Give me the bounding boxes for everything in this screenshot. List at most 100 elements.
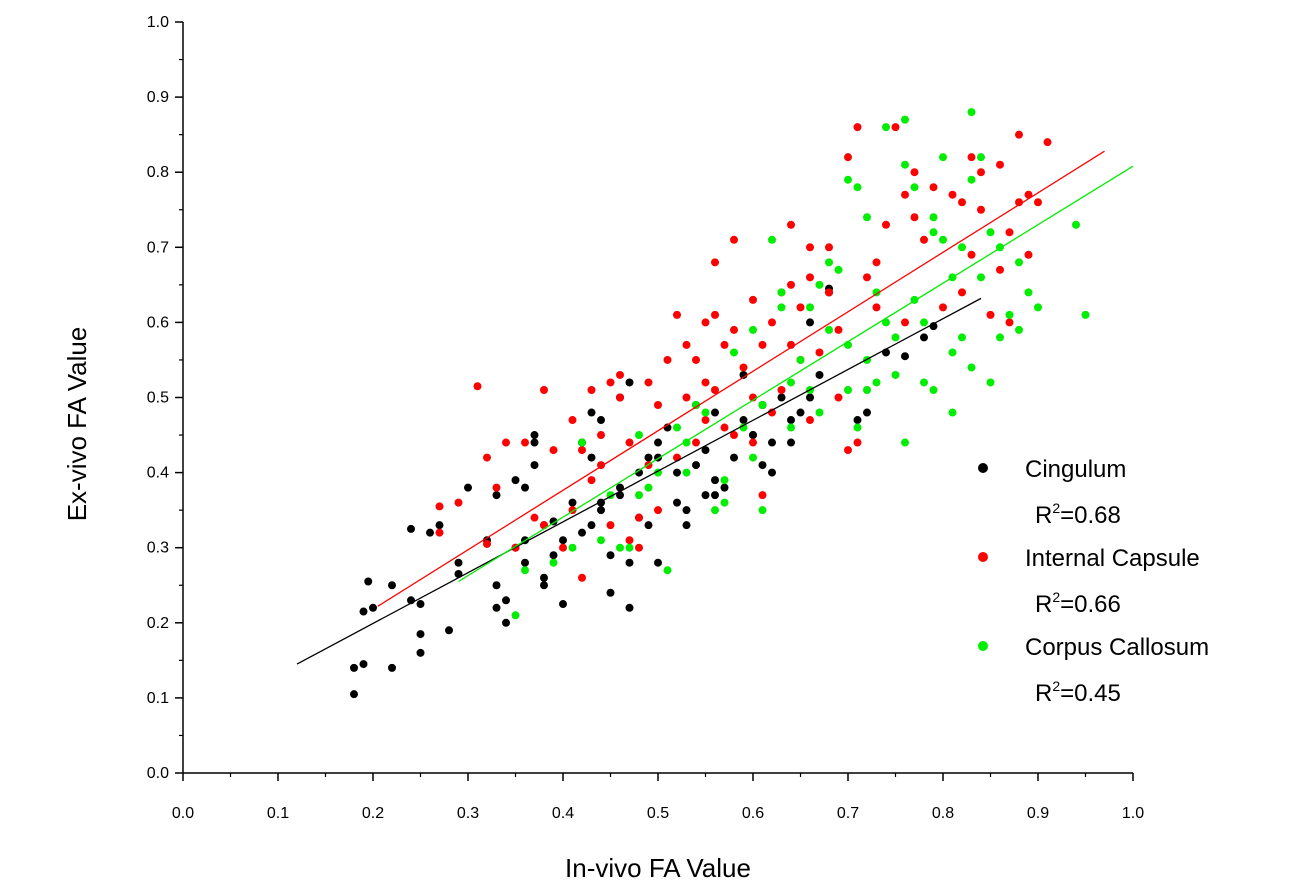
- internal-capsule-point: [435, 528, 444, 537]
- internal-capsule-point: [758, 491, 767, 500]
- internal-capsule-point: [986, 310, 995, 319]
- corpus-callosum-point: [768, 235, 776, 244]
- internal-capsule-point: [540, 521, 548, 530]
- corpus-callosum-point: [834, 265, 843, 274]
- cingulum-point: [606, 588, 615, 597]
- internal-capsule-point: [597, 431, 605, 440]
- internal-capsule-point: [492, 483, 501, 492]
- corpus-callosum-point: [958, 243, 966, 252]
- corpus-callosum-point: [692, 401, 700, 410]
- cingulum-point: [359, 660, 368, 669]
- internal-capsule-point: [701, 378, 710, 387]
- cingulum-point: [682, 521, 691, 530]
- internal-capsule-point: [948, 190, 957, 199]
- cingulum-point: [492, 581, 501, 590]
- y-tick-label: 0.7: [147, 239, 169, 256]
- cingulum-point: [625, 558, 634, 567]
- y-tick-label: 0.0: [147, 765, 169, 782]
- corpus-callosum-point: [1005, 310, 1014, 319]
- corpus-callosum-point: [796, 355, 805, 364]
- internal-capsule-point: [910, 213, 919, 222]
- x-tick-label: 0.2: [362, 805, 384, 822]
- cingulum-point: [768, 468, 776, 477]
- corpus-callosum-point: [1015, 258, 1023, 267]
- corpus-callosum-point: [521, 566, 529, 575]
- corpus-callosum-point: [635, 431, 643, 440]
- corpus-callosum-point: [568, 543, 577, 552]
- legend-label-cingulum: Cingulum: [1025, 456, 1126, 483]
- internal-capsule-point: [863, 273, 871, 282]
- cingulum-point: [777, 393, 786, 402]
- cingulum-point: [435, 521, 444, 530]
- y-tick-label: 0.2: [147, 615, 169, 632]
- internal-capsule-point: [435, 502, 444, 511]
- internal-capsule-point: [540, 385, 548, 394]
- internal-capsule-point: [654, 506, 662, 515]
- legend-marker-cingulum: [978, 463, 988, 473]
- internal-capsule-point: [606, 521, 615, 530]
- internal-capsule-point: [682, 393, 691, 402]
- corpus-callosum-point: [1034, 303, 1042, 312]
- cingulum-point: [454, 558, 463, 567]
- corpus-callosum-point: [977, 273, 985, 282]
- legend: Cingulum R2=0.68 Internal Capsule R2=0.66 Co…: [978, 456, 1209, 707]
- internal-capsule-point: [692, 355, 700, 364]
- cingulum-point: [606, 551, 615, 560]
- corpus-callosum-point: [901, 160, 909, 169]
- internal-capsule-point: [996, 265, 1004, 274]
- internal-capsule-point: [853, 123, 862, 132]
- internal-capsule-point: [711, 310, 719, 319]
- corpus-callosum-point: [986, 378, 995, 387]
- cingulum-point: [502, 618, 510, 627]
- internal-capsule-point: [1043, 138, 1052, 147]
- internal-capsule-point: [749, 438, 757, 447]
- y-tick-label: 1.0: [147, 14, 169, 31]
- corpus-callosum-point: [777, 303, 786, 312]
- cingulum-point: [815, 370, 824, 379]
- y-tick-label: 0.5: [147, 390, 169, 407]
- internal-capsule-point: [977, 168, 985, 177]
- corpus-callosum-point: [815, 408, 824, 417]
- corpus-callosum-point: [758, 506, 767, 515]
- internal-capsule-point: [768, 318, 776, 327]
- internal-capsule-fit-line: [377, 150, 1105, 607]
- internal-capsule-point: [654, 401, 662, 410]
- internal-capsule-point: [502, 438, 510, 447]
- cingulum-point: [445, 626, 453, 635]
- corpus-callosum-point: [986, 228, 995, 237]
- cingulum-point: [796, 408, 805, 417]
- cingulum-point: [578, 528, 586, 537]
- cingulum-point: [426, 528, 434, 537]
- cingulum-point: [568, 498, 577, 507]
- internal-capsule-point: [521, 438, 529, 447]
- cingulum-point: [587, 453, 596, 462]
- internal-capsule-point: [625, 438, 634, 447]
- cingulum-point: [806, 393, 814, 402]
- corpus-callosum-point: [863, 213, 871, 222]
- cingulum-point: [711, 408, 719, 417]
- cingulum-point: [787, 438, 795, 447]
- corpus-callosum-point: [730, 348, 738, 357]
- cingulum-point: [654, 438, 662, 447]
- cingulum-point: [530, 438, 539, 447]
- corpus-callosum-point: [787, 378, 795, 387]
- corpus-callosum-point: [891, 370, 900, 379]
- y-tick-label: 0.4: [147, 465, 169, 482]
- corpus-callosum-point: [1072, 220, 1080, 229]
- internal-capsule-point: [806, 273, 814, 282]
- internal-capsule-point: [777, 385, 786, 394]
- internal-capsule-point: [454, 498, 463, 507]
- internal-capsule-point: [701, 318, 710, 327]
- cingulum-point: [758, 461, 767, 470]
- x-tick-label: 0.8: [932, 805, 954, 822]
- cingulum-point: [540, 581, 548, 590]
- cingulum-point: [492, 491, 501, 500]
- internal-capsule-point: [578, 573, 586, 582]
- internal-capsule-point: [730, 431, 738, 440]
- x-tick-label: 0.3: [457, 805, 479, 822]
- internal-capsule-point: [1015, 198, 1023, 207]
- internal-capsule-point: [796, 303, 805, 312]
- internal-capsule-point: [910, 168, 919, 177]
- internal-capsule-point: [834, 393, 843, 402]
- legend-r2-internal-capsule: R2=0.66: [1035, 589, 1121, 618]
